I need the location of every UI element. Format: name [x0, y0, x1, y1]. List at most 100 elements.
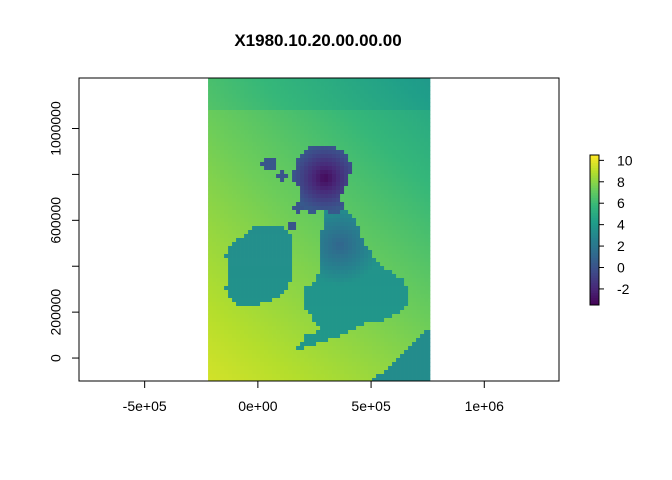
raster-cell: [216, 378, 221, 382]
raster-cell: [404, 222, 409, 227]
raster-cell: [212, 110, 217, 115]
raster-cell: [300, 122, 305, 127]
raster-cell: [344, 174, 349, 179]
raster-cell: [292, 86, 297, 91]
raster-cell: [372, 202, 377, 207]
raster-cell: [260, 230, 265, 235]
raster-cell: [344, 266, 349, 271]
raster-cell: [268, 326, 273, 331]
raster-cell: [272, 338, 277, 343]
raster-cell: [368, 326, 373, 331]
raster-cell: [360, 94, 365, 99]
raster-cell: [324, 174, 329, 179]
raster-cell: [408, 254, 413, 259]
raster-cell: [368, 182, 373, 187]
raster-cell: [208, 166, 213, 171]
raster-cell: [360, 138, 365, 143]
raster-cell: [252, 362, 257, 367]
raster-cell: [228, 354, 233, 359]
raster-cell: [224, 98, 229, 103]
raster-cell: [284, 374, 289, 379]
raster-cell: [300, 126, 305, 131]
raster-cell: [428, 174, 431, 179]
raster-cell: [216, 342, 221, 347]
raster-cell: [400, 342, 405, 347]
raster-cell: [388, 338, 393, 343]
colorbar-segment: [590, 297, 599, 301]
raster-cell: [352, 118, 357, 123]
raster-cell: [248, 350, 253, 355]
raster-cell: [244, 262, 249, 267]
raster-cell: [216, 234, 221, 239]
raster-cell: [332, 218, 337, 223]
raster-cell: [224, 346, 229, 351]
raster-cell: [212, 238, 217, 243]
raster-cell: [220, 370, 225, 375]
raster-cell: [384, 210, 389, 215]
raster-cell: [296, 346, 301, 351]
raster-cell: [368, 282, 373, 287]
raster-cell: [232, 130, 237, 135]
raster-cell: [424, 302, 429, 307]
raster-cell: [340, 298, 345, 303]
raster-cell: [280, 78, 285, 83]
raster-cell: [232, 274, 237, 279]
raster-cell: [380, 350, 385, 355]
raster-cell: [408, 354, 413, 359]
raster-cell: [292, 142, 297, 147]
raster-cell: [308, 222, 313, 227]
raster-cell: [412, 158, 417, 163]
raster-cell: [424, 234, 429, 239]
raster-cell: [328, 222, 333, 227]
raster-cell: [328, 366, 333, 371]
raster-cell: [400, 162, 405, 167]
raster-cell: [328, 290, 333, 295]
raster-cell: [228, 78, 233, 83]
raster-cell: [352, 262, 357, 267]
raster-cell: [256, 118, 261, 123]
raster-cell: [396, 190, 401, 195]
raster-cell: [348, 226, 353, 231]
raster-cell: [304, 230, 309, 235]
raster-cell: [316, 366, 321, 371]
raster-cell: [224, 134, 229, 139]
raster-cell: [376, 374, 381, 379]
raster-cell: [236, 154, 241, 159]
raster-cell: [292, 214, 297, 219]
raster-cell: [264, 114, 269, 119]
raster-cell: [364, 206, 369, 211]
raster-cell: [424, 334, 429, 339]
raster-cell: [368, 314, 373, 319]
raster-cell: [244, 102, 249, 107]
raster-cell: [224, 242, 229, 247]
colorbar-segment: [590, 300, 599, 303]
raster-cell: [228, 338, 233, 343]
raster-cell: [388, 258, 393, 263]
raster-cell: [220, 226, 225, 231]
raster-cell: [348, 130, 353, 135]
raster-cell: [308, 82, 313, 87]
raster-cell: [272, 114, 277, 119]
colorbar-segment: [590, 227, 599, 231]
raster-cell: [284, 170, 289, 175]
raster-cell: [232, 282, 237, 287]
raster-cell: [296, 322, 301, 327]
raster-cell: [340, 174, 345, 179]
raster-cell: [288, 314, 293, 319]
raster-cell: [368, 342, 373, 347]
raster-cell: [212, 270, 217, 275]
raster-cell: [264, 250, 269, 255]
raster-cell: [384, 254, 389, 259]
raster-cell: [424, 226, 429, 231]
raster-cell: [280, 322, 285, 327]
raster-cell: [292, 190, 297, 195]
raster-cell: [328, 86, 333, 91]
raster-cell: [280, 130, 285, 135]
raster-cell: [296, 198, 301, 203]
raster-cell: [312, 374, 317, 379]
raster-cell: [336, 338, 341, 343]
raster-cell: [244, 282, 249, 287]
raster-cell: [264, 378, 269, 382]
raster-cell: [368, 246, 373, 251]
raster-cell: [256, 298, 261, 303]
